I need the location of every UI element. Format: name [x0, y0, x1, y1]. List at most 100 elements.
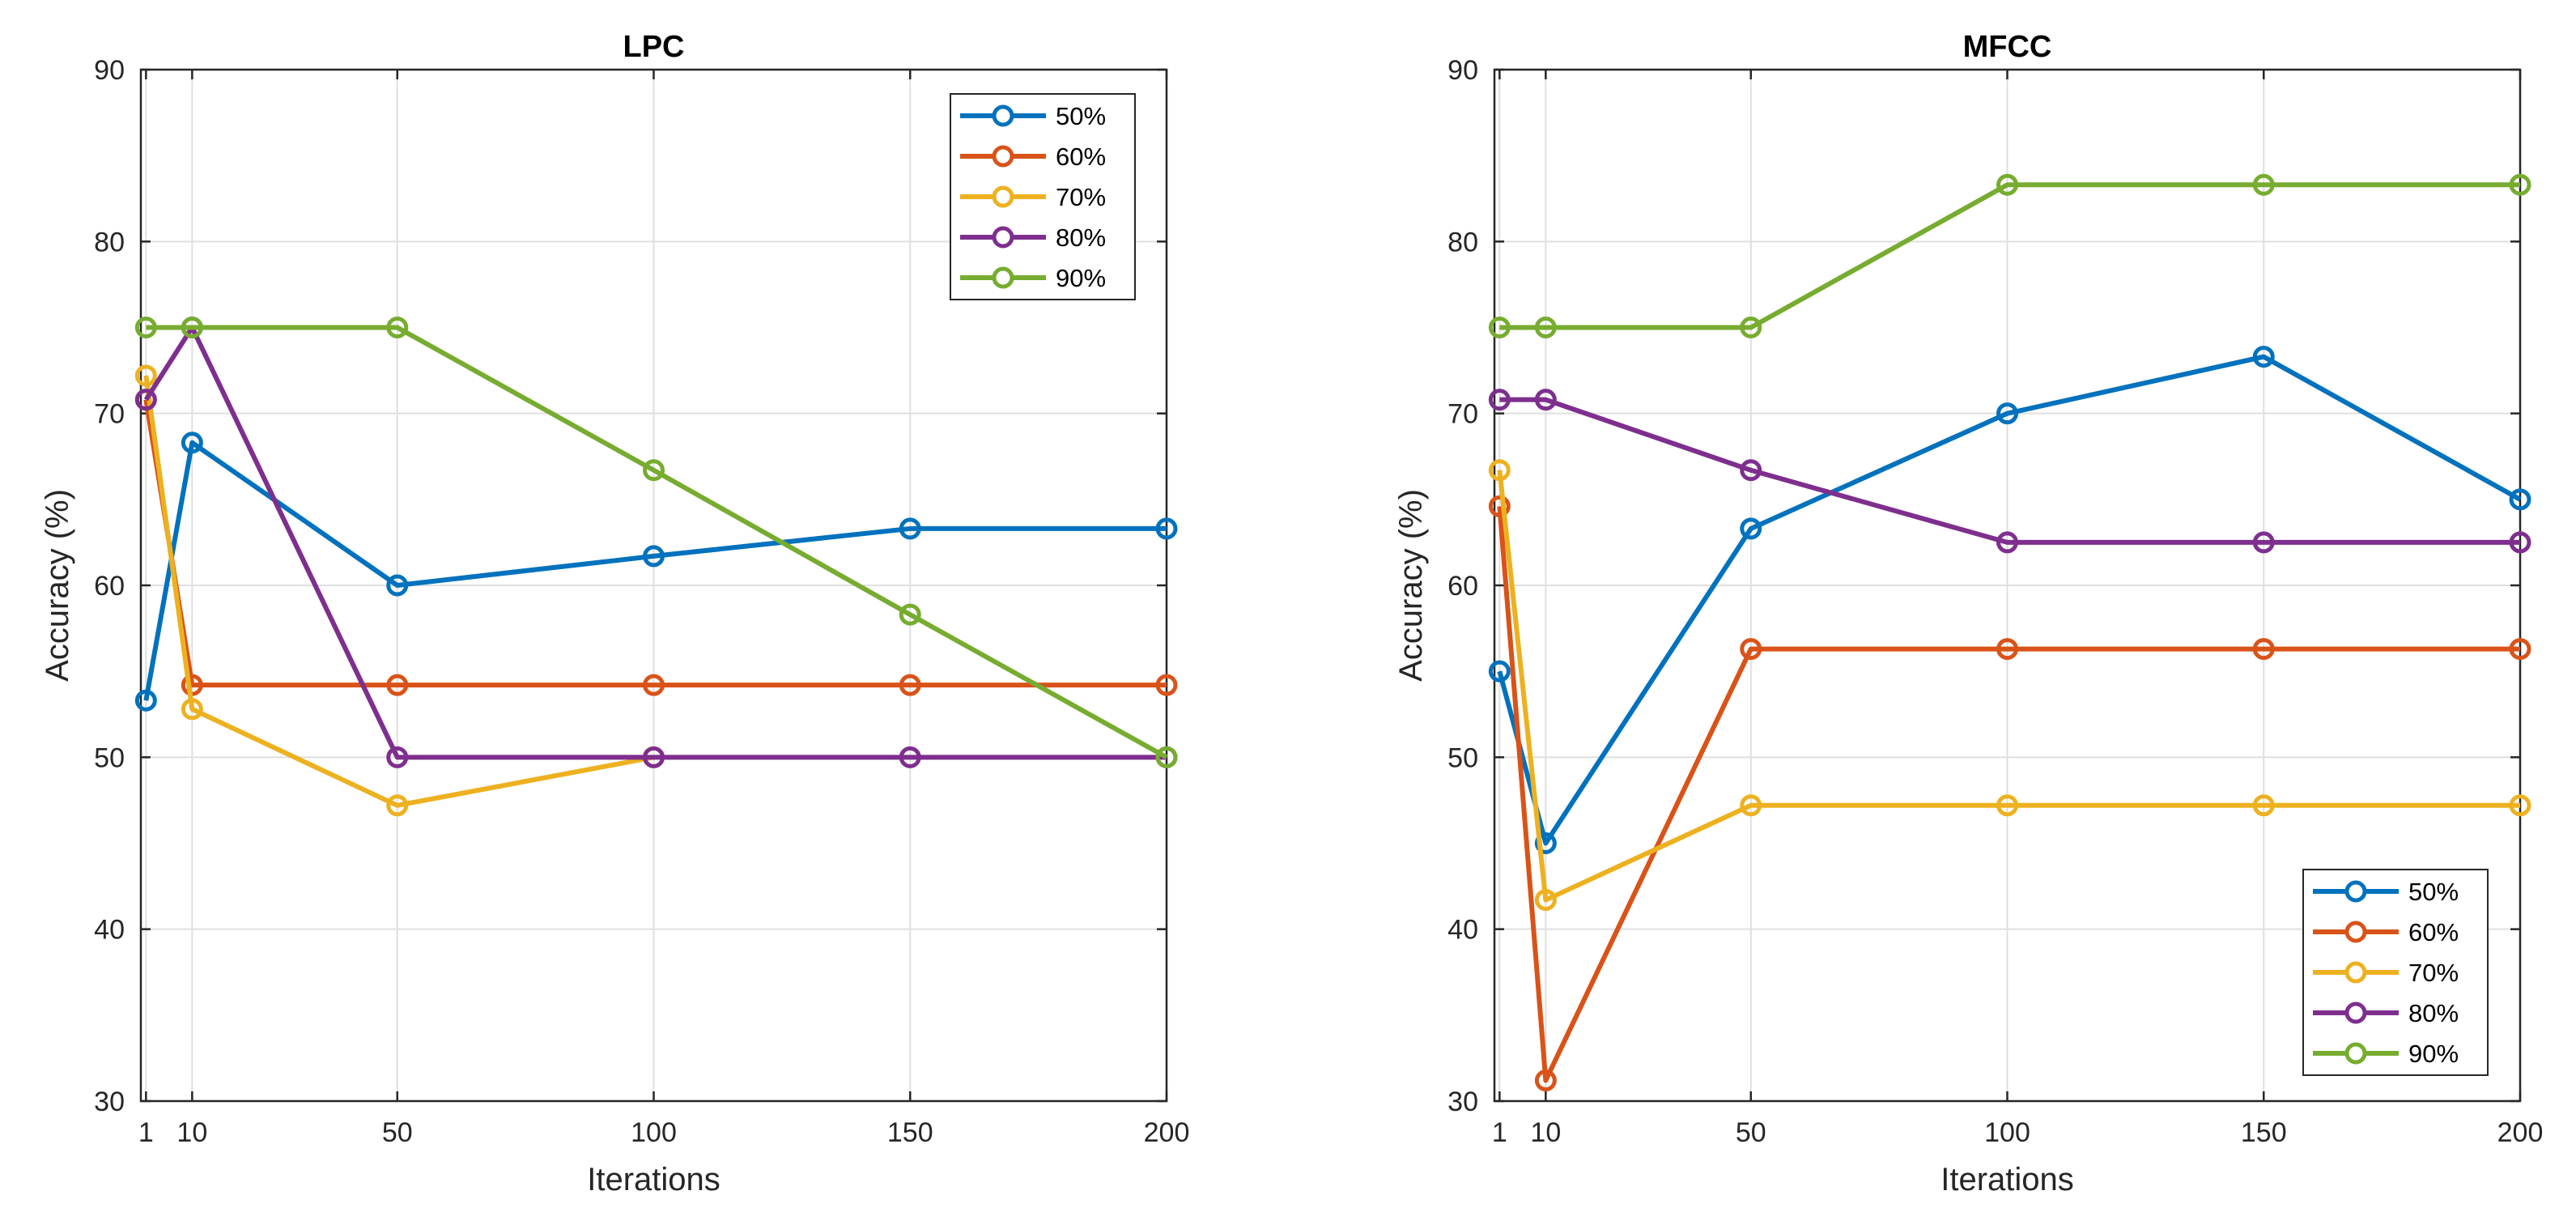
legend-item: 60% — [2313, 918, 2459, 946]
legend-marker — [2344, 961, 2367, 984]
data-point — [1488, 495, 1511, 517]
data-point — [181, 432, 203, 454]
legend-item: 90% — [960, 264, 1106, 292]
x-tick-label: 1 — [138, 1117, 154, 1148]
legend-marker — [992, 185, 1014, 208]
data-point — [899, 674, 921, 696]
data-point — [1155, 674, 1178, 696]
data-point — [643, 746, 665, 768]
data-point — [1488, 389, 1511, 411]
series-90pct — [1488, 173, 2531, 338]
data-point — [899, 517, 921, 540]
series-60pct — [1488, 495, 2531, 1092]
series-50pct — [134, 432, 1178, 712]
series-50pct — [1488, 346, 2531, 854]
x-tick-label: 50 — [382, 1117, 413, 1148]
x-axis-label: Iterations — [1941, 1162, 2074, 1197]
series-80pct — [134, 317, 1178, 768]
legend-marker — [992, 266, 1014, 289]
data-point — [1534, 389, 1557, 411]
y-tick-label: 40 — [1447, 915, 1478, 946]
series-70pct — [1488, 459, 2531, 912]
data-point — [386, 317, 409, 338]
y-tick-label: 80 — [94, 227, 125, 257]
legend-label: 80% — [2408, 999, 2459, 1027]
data-point — [899, 603, 921, 626]
data-point — [1996, 173, 2018, 196]
data-point — [2509, 173, 2531, 196]
data-point — [1740, 638, 1762, 661]
legend-label: 60% — [1056, 142, 1106, 171]
legend-marker — [2344, 1042, 2367, 1065]
data-point — [643, 545, 665, 568]
data-point — [1534, 889, 1557, 912]
series-line — [1497, 470, 2520, 903]
legend-label: 50% — [1056, 102, 1106, 130]
series-80pct — [1488, 389, 2531, 554]
legend-marker — [992, 226, 1014, 249]
x-tick-label: 200 — [1144, 1117, 1190, 1148]
data-point — [1996, 531, 2018, 554]
y-tick-label: 90 — [1447, 55, 1478, 86]
data-point — [1534, 1070, 1557, 1092]
chart-lpc: 1 10 50 100 150 200 30 40 50 60 70 80 90 LPC Iteration… — [40, 30, 1189, 1197]
legend-marker — [2344, 921, 2367, 943]
legend-label: 90% — [2408, 1040, 2459, 1068]
data-point — [1740, 317, 1762, 338]
legend-item: 60% — [960, 142, 1106, 171]
data-point — [181, 698, 203, 721]
x-tick-label: 1 — [1492, 1117, 1507, 1148]
legend-marker — [2344, 1001, 2367, 1024]
legend-item: 80% — [2313, 999, 2459, 1027]
legend: 50% 60% 70% 80% 90% — [950, 93, 1136, 300]
legend-label: 70% — [1056, 183, 1106, 211]
data-point — [1488, 660, 1511, 683]
data-point — [1740, 517, 1762, 540]
y-tick-label: 90 — [94, 55, 125, 86]
data-point — [2252, 531, 2275, 554]
y-tick-label: 60 — [94, 571, 125, 602]
y-tick-label: 70 — [94, 399, 125, 430]
data-point — [134, 364, 157, 387]
series-line — [143, 399, 1167, 688]
series-line — [1497, 354, 2522, 846]
y-tick-label: 70 — [1447, 399, 1478, 430]
legend-label: 70% — [2408, 959, 2459, 987]
legend-label: 90% — [1056, 264, 1106, 292]
legend-marker — [992, 145, 1014, 168]
data-point — [2252, 794, 2275, 817]
legend-label: 50% — [2408, 878, 2459, 906]
y-tick-label: 80 — [1447, 227, 1478, 257]
data-point — [1534, 832, 1557, 854]
y-tick-label: 50 — [94, 742, 125, 773]
data-point — [2509, 794, 2531, 817]
data-point — [1996, 638, 2018, 661]
data-point — [643, 674, 665, 696]
legend-item: 50% — [960, 102, 1106, 130]
data-point — [386, 794, 409, 817]
data-point — [134, 689, 157, 712]
data-point — [2252, 638, 2275, 661]
data-point — [181, 317, 203, 338]
legend-item: 70% — [2313, 959, 2459, 987]
data-point — [1155, 517, 1178, 540]
x-tick-label: 50 — [1736, 1117, 1766, 1148]
x-tick-label: 200 — [2497, 1117, 2544, 1148]
data-point — [1740, 794, 1762, 817]
series-90pct — [134, 317, 1178, 768]
data-point — [2509, 531, 2531, 554]
data-point — [386, 574, 409, 597]
x-tick-label: 10 — [176, 1117, 207, 1148]
data-point — [899, 746, 921, 768]
series-line — [143, 325, 1167, 760]
data-point — [1155, 746, 1178, 768]
legend-marker — [992, 104, 1014, 127]
legend-label: 80% — [1056, 223, 1106, 252]
data-point — [1996, 402, 2018, 425]
x-tick-label: 100 — [1984, 1117, 2030, 1148]
legend: 50% 60% 70% 80% 90% — [2302, 869, 2489, 1076]
series-line — [143, 375, 655, 808]
data-point — [643, 459, 665, 482]
y-axis-label: Accuracy (%) — [1393, 489, 1429, 682]
